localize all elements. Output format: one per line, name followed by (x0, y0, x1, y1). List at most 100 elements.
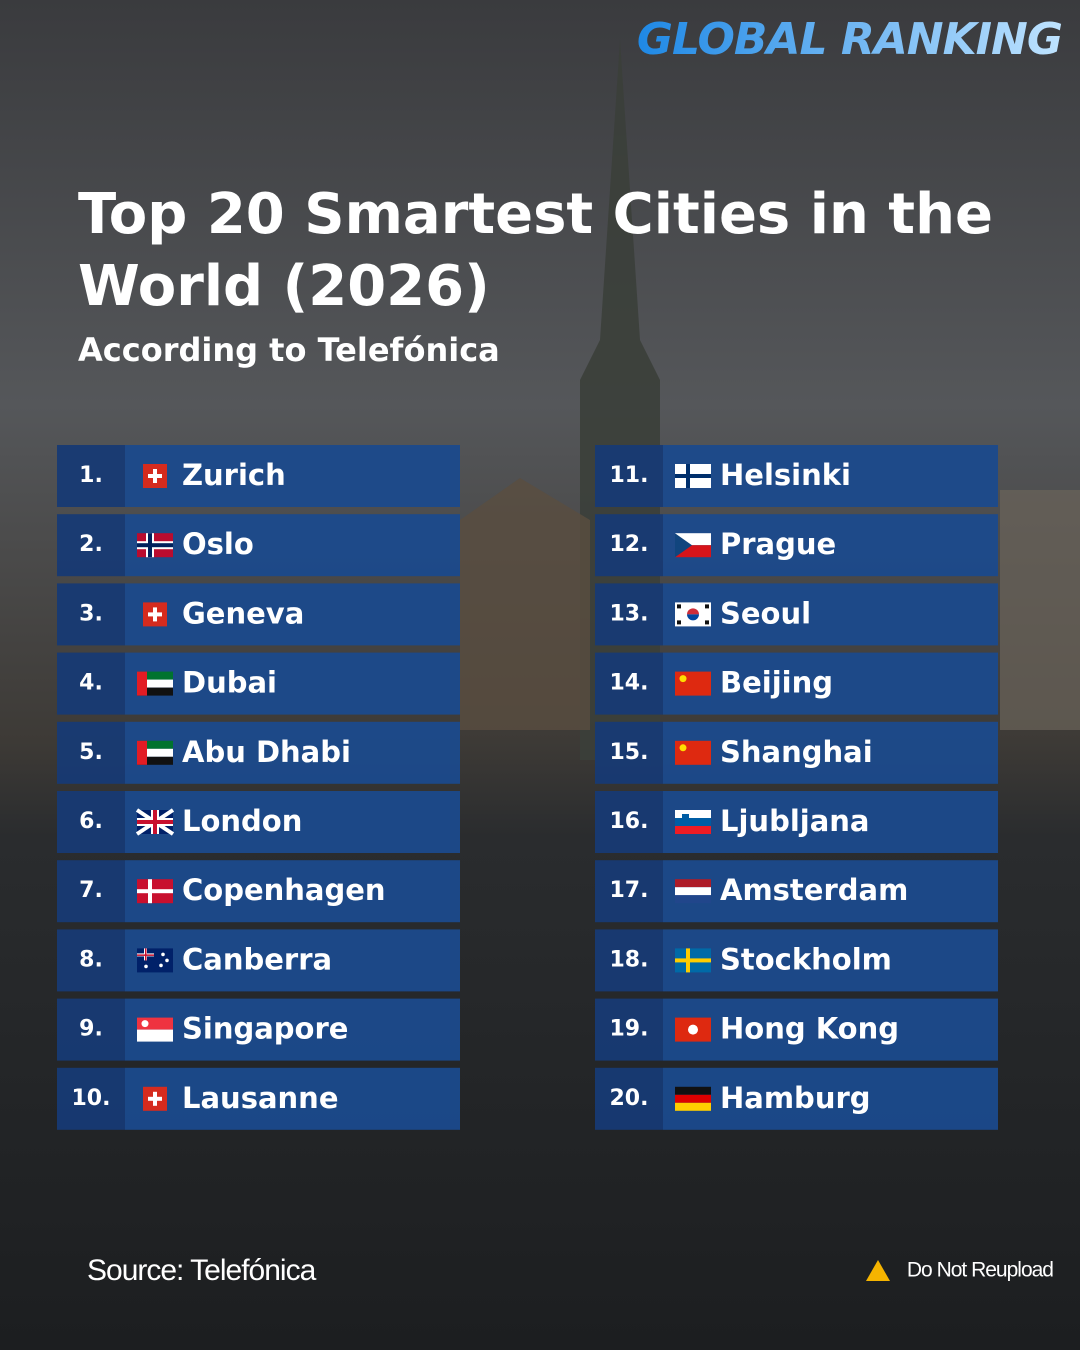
flag (137, 879, 173, 904)
rank: 5. (79, 740, 103, 765)
city-cell (125, 445, 460, 507)
flag (137, 1017, 173, 1042)
flag (675, 533, 711, 558)
rank: 18. (610, 947, 649, 972)
flag-part (137, 820, 173, 824)
flag-part (675, 818, 711, 826)
rank: 7. (79, 878, 103, 903)
warning-icon (866, 1260, 890, 1281)
city: Hong Kong (720, 1012, 899, 1046)
flag-part (165, 958, 169, 963)
flag-part (675, 895, 711, 904)
rank-cell (595, 721, 663, 784)
ranking-row: 2. Oslo (57, 514, 460, 577)
rank-cell (595, 1067, 663, 1130)
flag-part (675, 1086, 711, 1095)
flag (675, 740, 711, 765)
ranking-row: 13. Seoul (595, 583, 998, 646)
notice: Do Not Reupload (907, 1259, 1053, 1282)
flag (675, 810, 711, 834)
city-cell (663, 929, 998, 992)
city: Copenhagen (182, 873, 386, 907)
flag-part (137, 543, 173, 548)
church-spire (580, 40, 660, 760)
rank-cell (57, 998, 125, 1061)
flag (675, 1086, 711, 1111)
rank-cell (57, 652, 125, 715)
city: Oslo (182, 527, 254, 561)
flag-part (137, 740, 147, 765)
flag-part (148, 474, 162, 478)
city-cell (125, 514, 460, 577)
flag-part (137, 889, 173, 894)
ranking-row: 8. Canberra (57, 929, 460, 992)
city-cell (125, 583, 460, 646)
rank-cell (57, 721, 125, 784)
flag-part (679, 675, 687, 683)
rank-cell (595, 929, 663, 992)
city: Singapore (182, 1012, 348, 1046)
flag-part (675, 958, 711, 963)
city-cell (663, 445, 998, 507)
ranking-row: 11. Helsinki (595, 445, 998, 507)
city: Ljubljana (720, 804, 870, 838)
title: World (2026) (78, 254, 490, 319)
ranking-row: 1. Zurich (57, 445, 460, 507)
rank: 13. (610, 601, 649, 626)
flag-part (675, 533, 692, 558)
city: Geneva (182, 596, 304, 630)
ranking-row: 10. Lausanne (57, 1067, 460, 1130)
flag (137, 533, 173, 558)
ranking-row: 3. Geneva (57, 583, 460, 646)
building (1000, 490, 1080, 730)
ranking-row: 14. Beijing (595, 652, 998, 715)
rank: 14. (610, 671, 649, 696)
city-cell (125, 860, 460, 923)
flag-part (675, 826, 711, 834)
city-cell (125, 1067, 460, 1130)
city-cell (125, 791, 460, 853)
flag (143, 464, 167, 488)
flag-part (137, 671, 147, 696)
flag (137, 740, 173, 765)
rank: 15. (610, 740, 649, 765)
city: Amsterdam (720, 873, 908, 907)
flag (675, 879, 711, 904)
city-cell (125, 721, 460, 784)
flag-part (137, 687, 173, 696)
flag-part (687, 614, 699, 621)
ranking-row: 15. Shanghai (595, 721, 998, 784)
rank: 19. (610, 1017, 649, 1042)
rank-cell (595, 652, 663, 715)
city: Beijing (720, 666, 833, 700)
brand: GLOBAL RANKING (637, 14, 1062, 65)
rank-cell (57, 860, 125, 923)
ranking-row: 9. Singapore (57, 998, 460, 1061)
flag (675, 1017, 711, 1042)
flag-part (137, 1029, 173, 1042)
ranking-row: 7. Copenhagen (57, 860, 460, 923)
rank-cell (57, 929, 125, 992)
flag-part (148, 1096, 162, 1101)
city-cell (125, 652, 460, 715)
ranking-row: 6. London (57, 791, 460, 853)
rank: 20. (610, 1086, 649, 1111)
rank: 4. (79, 671, 103, 696)
flag-part (675, 1094, 711, 1103)
flag-part (705, 620, 709, 625)
title: Top 20 Smartest Cities in the (78, 182, 993, 247)
subtitle: According to Telefónica (78, 331, 500, 369)
city: Seoul (720, 596, 811, 630)
rank: 12. (610, 532, 649, 557)
rank-cell (595, 514, 663, 577)
ranking-row: 4. Dubai (57, 652, 460, 715)
flag-part (675, 1102, 711, 1111)
city-cell (663, 583, 998, 646)
flag-part (137, 954, 154, 956)
rank-cell (595, 998, 663, 1061)
city: Lausanne (182, 1081, 338, 1115)
city: Dubai (182, 666, 277, 700)
city-cell (125, 929, 460, 992)
flag (675, 671, 711, 696)
